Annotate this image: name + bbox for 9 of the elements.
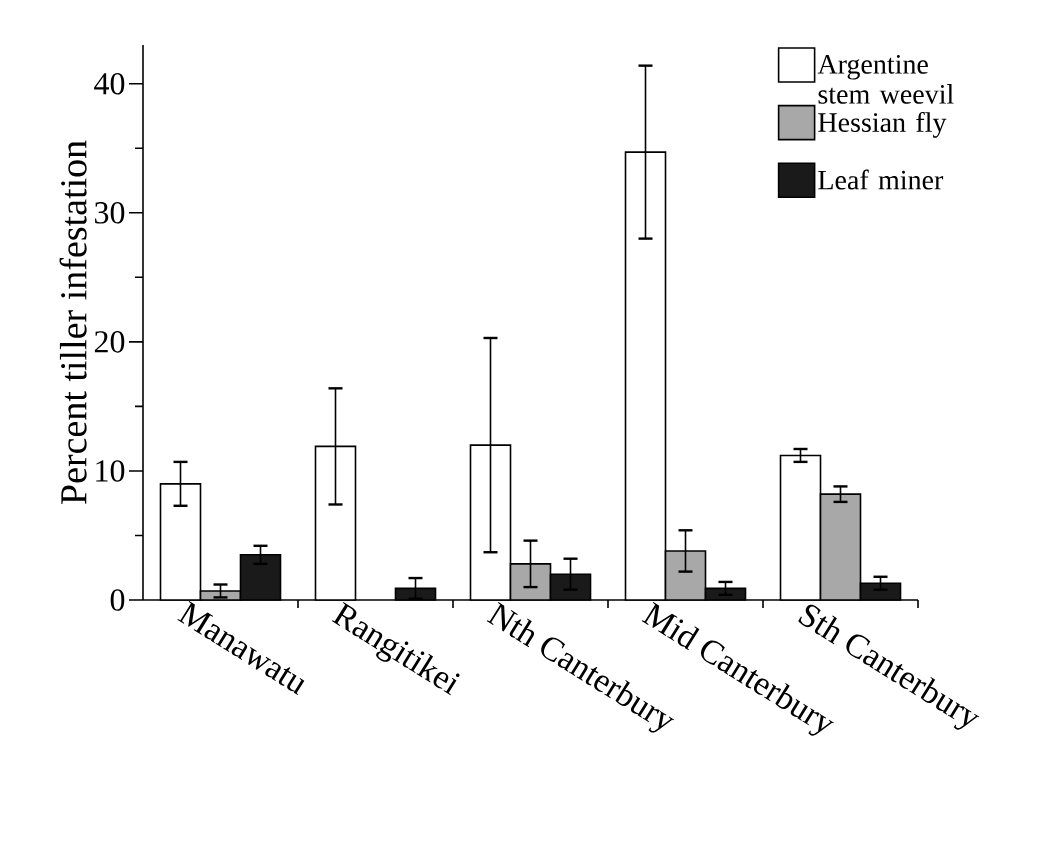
y-tick-label: 40 — [94, 72, 125, 95]
y-tick-label: 20 — [94, 331, 125, 353]
y-tick-label: 30 — [95, 201, 125, 224]
legend-label: Leaf miner — [818, 169, 944, 190]
legend-label: Argentine stem weevil — [817, 54, 954, 104]
y-tick-label: 10 — [96, 460, 125, 482]
y-tick-label: 0 — [110, 589, 125, 611]
y-axis-title: Percent tiller infestation — [59, 140, 87, 504]
legend-label: Hessian fly — [818, 111, 947, 138]
